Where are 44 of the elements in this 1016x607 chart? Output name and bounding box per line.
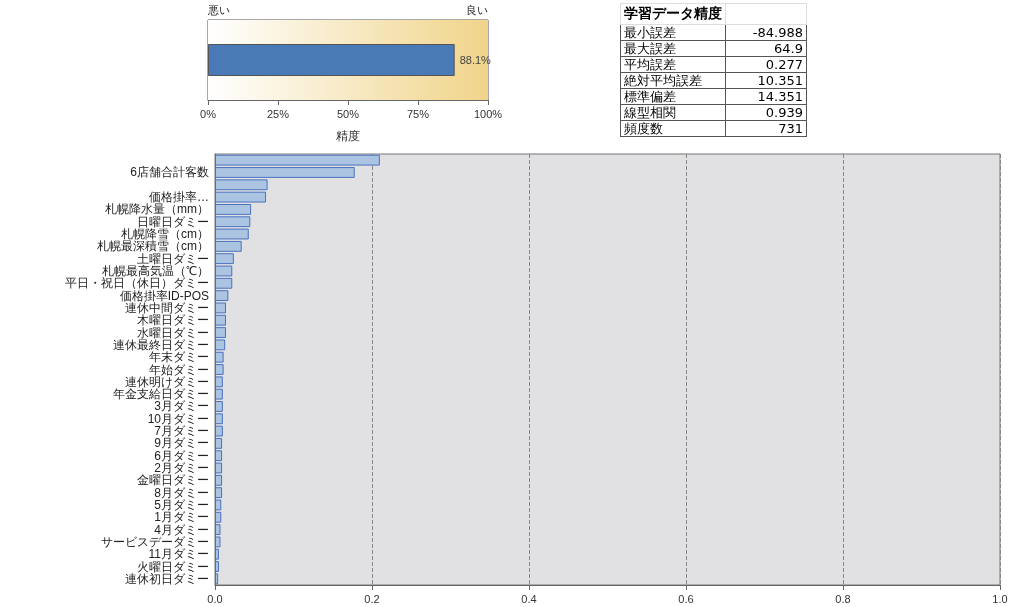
y-tick-label: 連休最終日ダミー [113, 337, 209, 352]
category-label: 頻度数 [620, 120, 726, 137]
y-tick-label: 5月ダミー [154, 497, 209, 512]
category-label: 平均誤差 [620, 56, 726, 73]
y-tick-label: 札幌降水量（mm） [105, 202, 209, 217]
y-tick-label: 3月ダミー [154, 399, 209, 414]
data-label: 10.351 [725, 72, 807, 89]
x-tick-label: 25% [266, 107, 290, 120]
y-tick-label: 札幌降雪（cm） [121, 227, 209, 242]
x-tick-label: 1.0 [992, 592, 1008, 605]
data-label: 0.939 [725, 104, 807, 121]
y-tick-label: 10月ダミー [147, 411, 209, 426]
data-label: 14.351 [725, 88, 807, 105]
y-tick-label: 価格掛率ID-POS [119, 288, 209, 303]
x-tick-label: 0.2 [364, 592, 380, 605]
x-axis-title: 精度 [336, 129, 360, 143]
text: 学習データ精度 [620, 3, 726, 25]
category-label: 最小誤差 [620, 24, 726, 41]
x-tick-label: 100% [473, 107, 503, 120]
y-tick-label: 札幌最深積雪（cm） [97, 239, 209, 254]
text: 悪い [207, 4, 230, 17]
x-tick-label: 0.6 [678, 592, 694, 605]
category-label: 最大誤差 [620, 40, 726, 57]
y-tick-label: 6店舗合計客数 [130, 165, 209, 180]
y-tick-label: 連休中間ダミー [125, 300, 209, 315]
x-tick-label: 0.0 [207, 592, 223, 605]
data-label: 731 [725, 120, 807, 137]
x-tick-label: 0.8 [835, 592, 851, 605]
y-tick-label: 7月ダミー [154, 424, 209, 439]
y-tick-label: 日曜日ダミー [137, 214, 209, 229]
x-tick-label: 50% [336, 107, 360, 120]
category-label: 標準偏差 [620, 88, 726, 105]
category-label: 線型相関 [620, 104, 726, 121]
data-label: 64.9 [725, 40, 807, 57]
category-label: 絶対平均誤差 [620, 72, 726, 89]
y-tick-label: 土曜日ダミー [137, 251, 209, 266]
data-label: -84.988 [725, 24, 807, 41]
text: 良い [466, 4, 488, 17]
x-tick-label: 75% [406, 107, 430, 120]
data-label: 0.277 [725, 56, 807, 73]
x-tick-label: 0% [200, 107, 217, 120]
y-tick-label: 価格掛率… [149, 190, 209, 205]
y-tick-label: 平日・祝日（休日）ダミー [65, 276, 209, 291]
x-tick-label: 0.4 [521, 592, 537, 605]
